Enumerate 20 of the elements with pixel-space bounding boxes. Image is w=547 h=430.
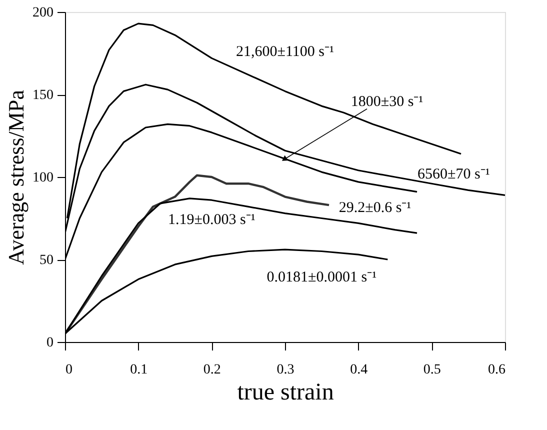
x-tick-label: 0.5 [423, 362, 441, 378]
x-tick-label: 0.3 [276, 362, 294, 378]
y-tick-label: 0 [46, 336, 54, 350]
y-tick-label: 100 [32, 170, 54, 186]
series-label: 6560±70 s⁻¹ [418, 166, 490, 183]
series-label: 1.19±0.003 s⁻¹ [168, 212, 256, 228]
x-tick-label: 0.2 [203, 362, 221, 378]
x-tick-label: 0 [66, 362, 72, 378]
x-tick-label: 0.4 [350, 362, 368, 378]
series-label: 29.2±0.6 s⁻¹ [338, 200, 412, 216]
x-tick-label: 0.6 [488, 362, 506, 378]
y-tick-label: 150 [32, 88, 54, 103]
x-tick-label: 0.1 [130, 362, 148, 378]
text: 1800±30 s⁻¹ [350, 94, 424, 110]
series-label: 21,600±1100 s⁻¹ [236, 44, 334, 60]
series-label: 0.0181±0.0001 s⁻¹ [266, 269, 377, 286]
y-tick-label: 200 [32, 6, 54, 20]
y-tick-label: 50 [40, 253, 54, 268]
x-axis-title: true strain [237, 380, 334, 406]
y-axis-title: Average stress/MPa [4, 90, 28, 265]
